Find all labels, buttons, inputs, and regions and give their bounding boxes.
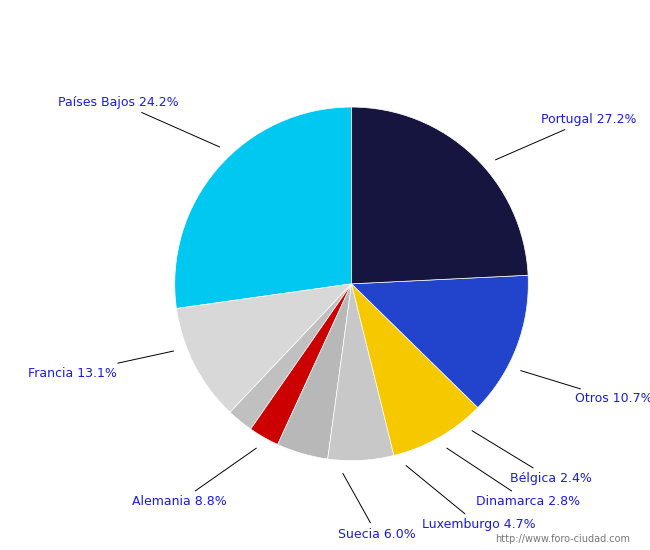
Text: Francia 13.1%: Francia 13.1% [28,351,174,380]
Wedge shape [175,107,352,309]
Wedge shape [352,107,528,284]
Text: Suecia 6.0%: Suecia 6.0% [338,474,416,541]
Text: Países Bajos 24.2%: Países Bajos 24.2% [58,96,220,147]
Wedge shape [352,284,478,455]
Text: Luxemburgo 4.7%: Luxemburgo 4.7% [406,465,535,531]
Wedge shape [278,284,352,459]
Wedge shape [230,284,352,429]
Wedge shape [328,284,394,460]
Text: Dinamarca 2.8%: Dinamarca 2.8% [447,448,580,508]
Text: Portugal 27.2%: Portugal 27.2% [495,113,636,160]
Wedge shape [176,284,352,412]
Wedge shape [251,284,352,444]
Text: Jerez de los Caballeros - Turistas extranjeros según país - Octubre de 2024: Jerez de los Caballeros - Turistas extra… [77,14,573,27]
Wedge shape [352,275,528,408]
Text: Bélgica 2.4%: Bélgica 2.4% [472,431,592,485]
Text: http://www.foro-ciudad.com: http://www.foro-ciudad.com [495,535,630,544]
Text: Alemania 8.8%: Alemania 8.8% [133,448,256,508]
Text: Otros 10.7%: Otros 10.7% [521,371,650,405]
